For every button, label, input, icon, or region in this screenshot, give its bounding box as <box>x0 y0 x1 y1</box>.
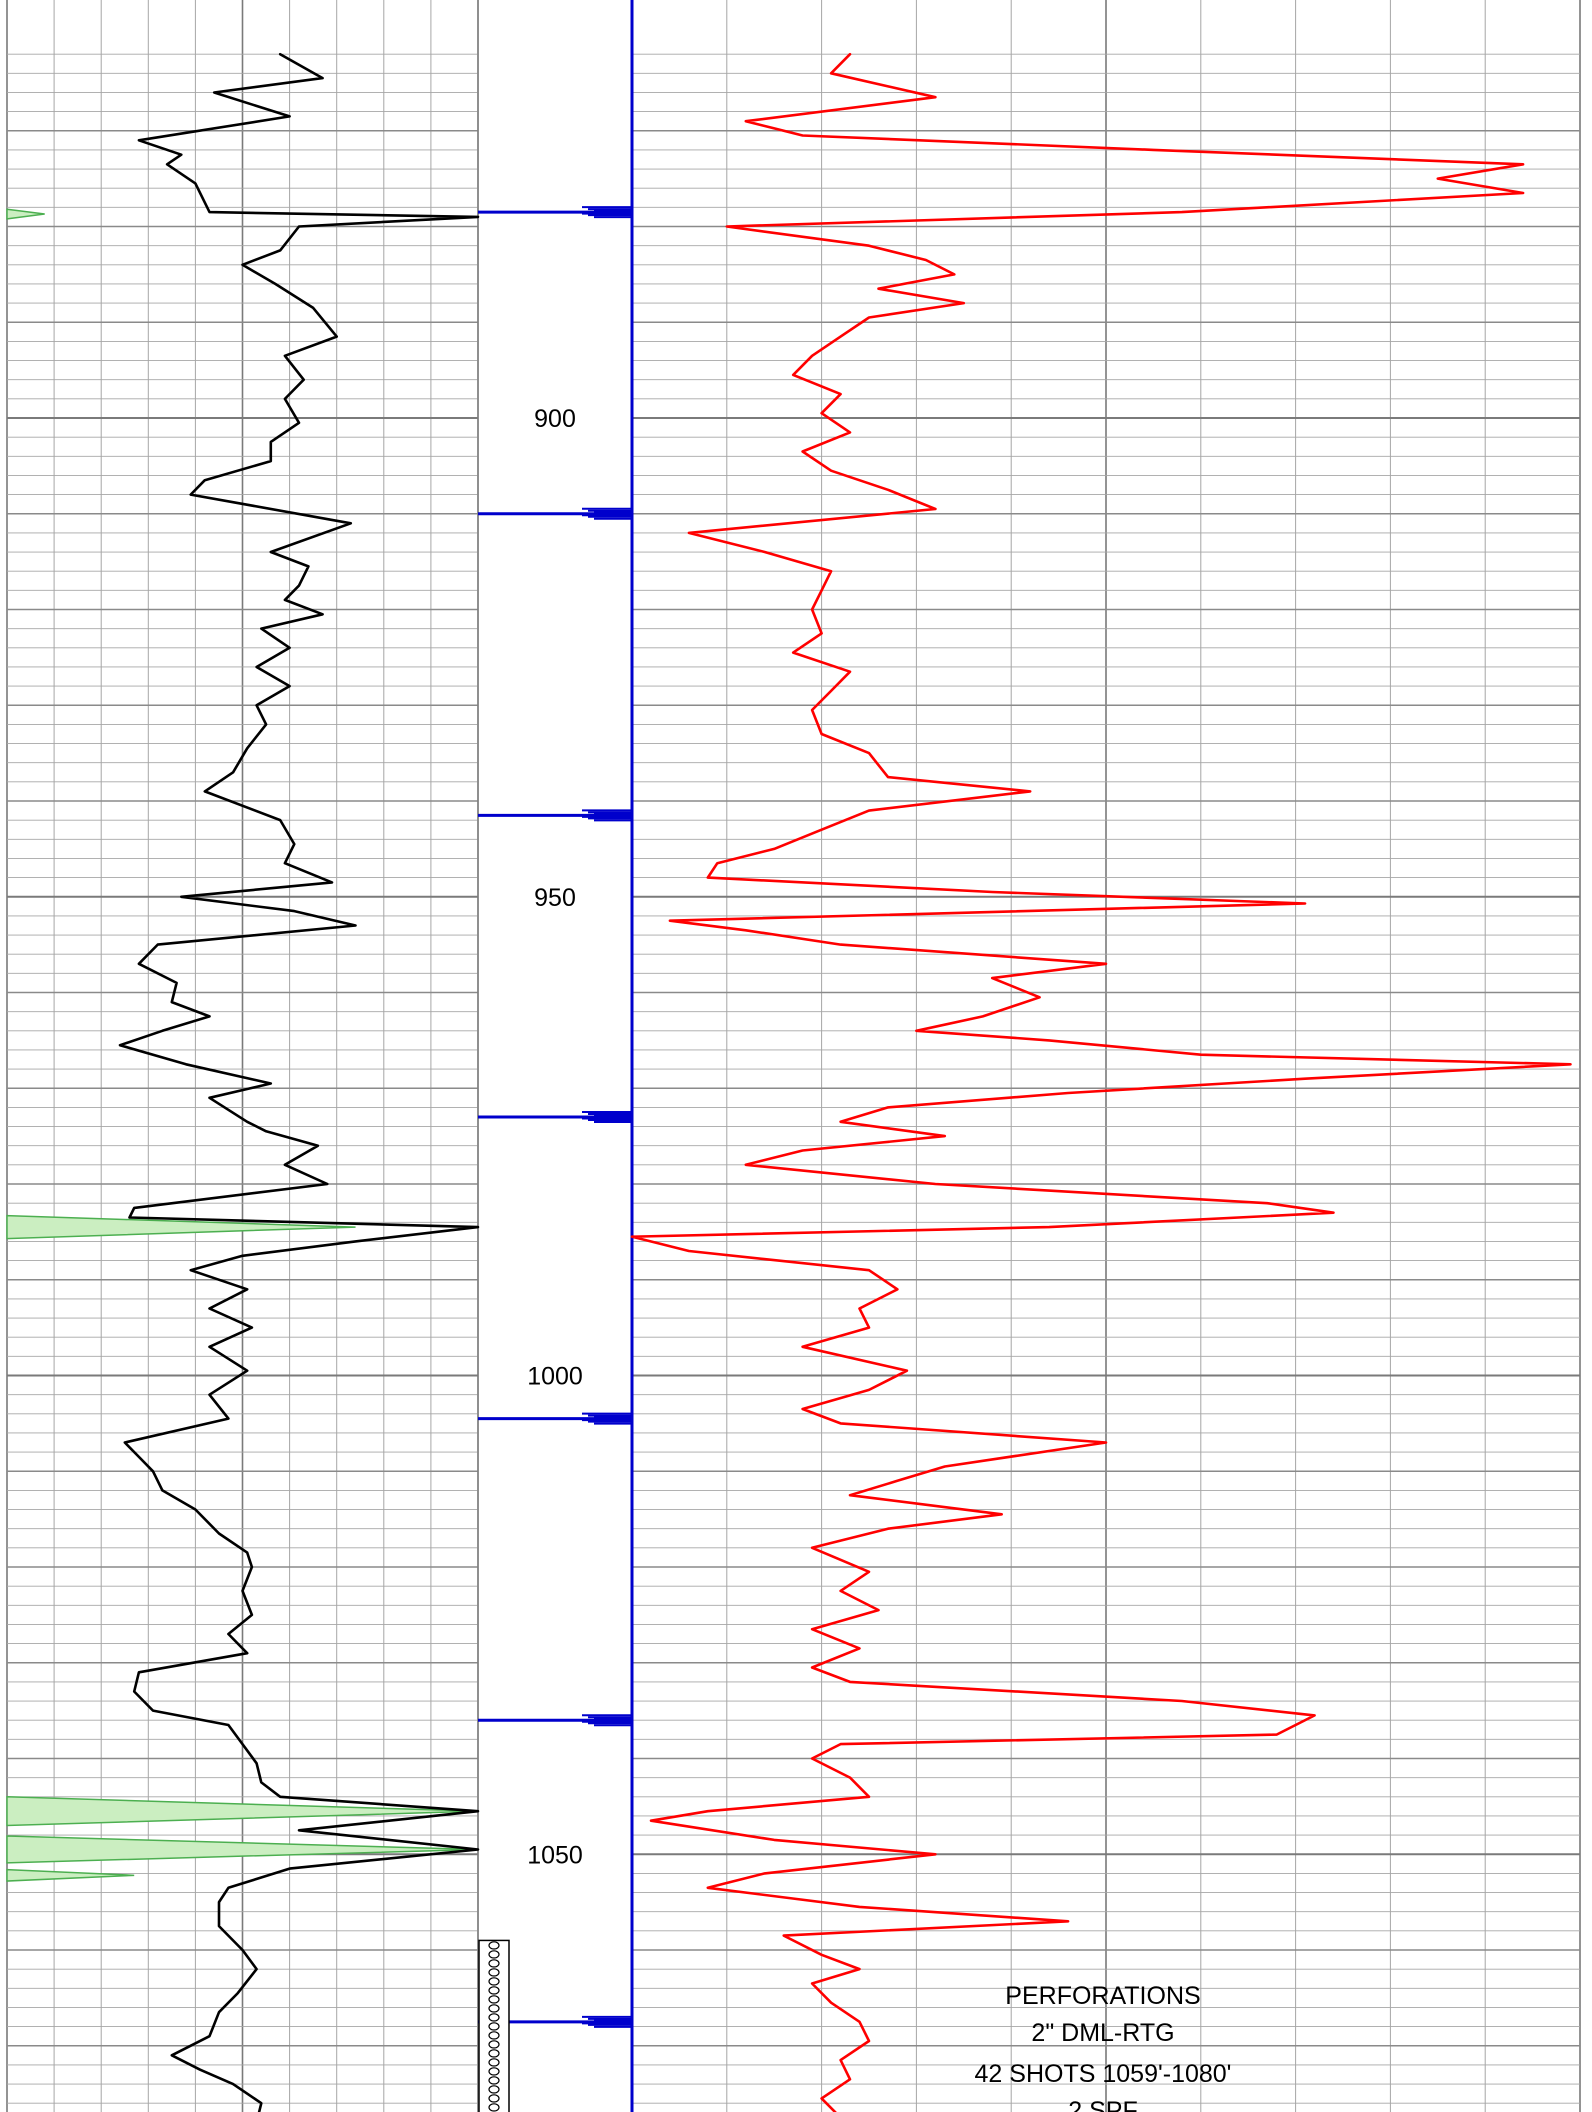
depth-marker <box>478 206 632 219</box>
shaded-zone <box>6 1868 135 1882</box>
shaded-zone <box>6 1214 356 1240</box>
perforation-shot <box>488 2040 500 2049</box>
perforation-shot <box>488 2031 500 2040</box>
perforation-shot <box>488 2058 500 2067</box>
perforation-density: 2 SPF <box>1068 2097 1137 2112</box>
track-1-curve <box>118 52 480 2112</box>
depth-marker <box>478 507 632 520</box>
track-3-grid <box>631 0 1581 2112</box>
depth-labels: 900 950 1000 1050 <box>527 405 583 1869</box>
depth-marker <box>478 1110 632 1123</box>
depth-label: 950 <box>534 884 576 912</box>
shaded-zone <box>6 208 45 220</box>
depth-markers <box>478 206 632 2028</box>
perforation-gun: 2" DML-RTG <box>1031 2019 1174 2047</box>
perforation-shot <box>488 2013 500 2022</box>
perforation-shot <box>488 2049 500 2058</box>
perforation-shot <box>488 1995 500 2004</box>
perforation-shot <box>488 2085 500 2094</box>
perforation-shot <box>488 2004 500 2013</box>
depth-label: 1050 <box>527 1841 583 1869</box>
shaded-zone <box>6 1796 479 1827</box>
perforation-shot <box>488 1968 500 1977</box>
track-1-grid <box>6 0 479 2112</box>
depth-label: 900 <box>534 405 576 433</box>
perforation-shot <box>488 2094 500 2103</box>
shaded-zone <box>6 1835 479 1864</box>
depth-marker <box>478 1412 632 1425</box>
perforation-shot <box>488 2076 500 2085</box>
perforation-shot <box>488 1959 500 1968</box>
perforation-shot <box>488 1977 500 1986</box>
shaded-zones <box>6 208 479 1882</box>
perforation-annotation: PERFORATIONS 2" DML-RTG 42 SHOTS 1059'-1… <box>975 1982 1232 2112</box>
depth-label: 1000 <box>527 1363 583 1391</box>
perforation-shot <box>488 1950 500 1959</box>
perforation-shot <box>488 2103 500 2112</box>
perforation-shots: 42 SHOTS 1059'-1080' <box>975 2060 1232 2088</box>
perforation-shot <box>488 1941 500 1950</box>
perforation-shot <box>488 1986 500 1995</box>
track-3-curve <box>630 52 1572 2112</box>
perforation-shot <box>488 2022 500 2031</box>
perforation-shot <box>488 2067 500 2076</box>
log-curves <box>118 52 1572 2112</box>
depth-track: 900 950 1000 1050 <box>477 0 634 2112</box>
perforation-column <box>478 1939 510 2112</box>
perforation-title: PERFORATIONS <box>1005 1982 1200 2010</box>
depth-marker <box>478 809 632 822</box>
depth-marker <box>478 1714 632 1727</box>
